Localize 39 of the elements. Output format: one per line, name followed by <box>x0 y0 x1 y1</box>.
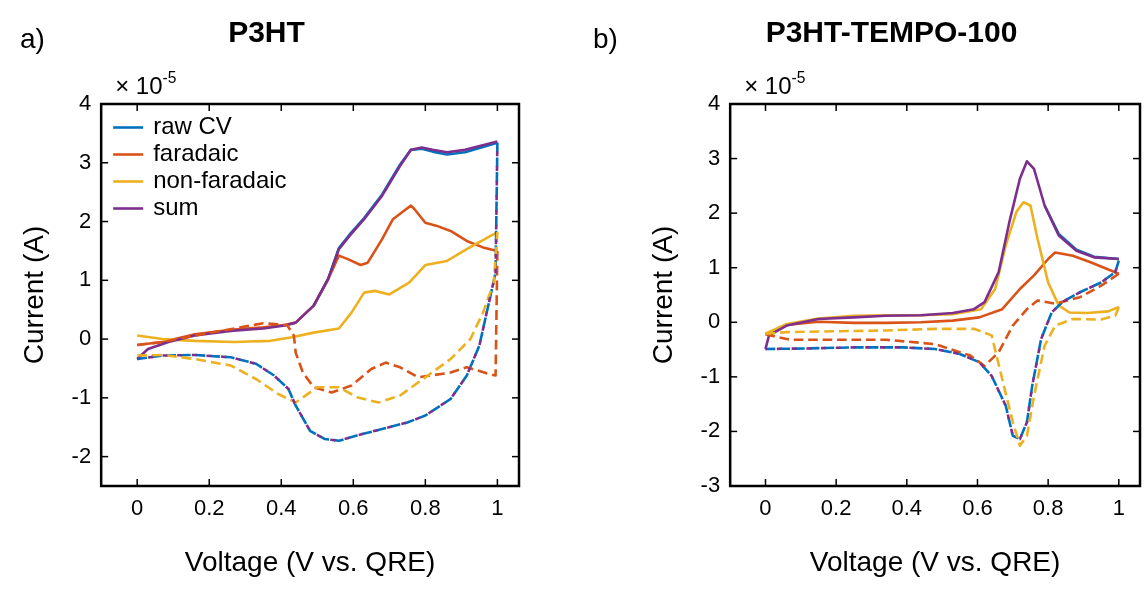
legend-label: faradaic <box>153 139 239 167</box>
y-tick-label: -2 <box>71 442 92 468</box>
x-tick-label: 0.8 <box>410 495 441 521</box>
y-tick-label: 3 <box>707 144 721 170</box>
y-tick-label: 1 <box>78 266 92 292</box>
x-tick-label: 0 <box>759 495 772 521</box>
x-tick-label: 0.6 <box>962 495 993 521</box>
x-tick-label: 0.2 <box>193 495 225 521</box>
y-tick-label: 2 <box>78 207 92 233</box>
y-tick-label: -1 <box>71 383 92 409</box>
y-tick-label: 2 <box>707 199 721 225</box>
y-tick-label: 3 <box>78 148 92 174</box>
y-tick-label: 4 <box>707 90 721 116</box>
legend-label: raw CV <box>153 112 232 140</box>
x-tick-label: 0.8 <box>1032 495 1064 521</box>
y-tick-label: -3 <box>700 472 721 498</box>
legend-label: non-faradaic <box>153 166 287 194</box>
x-tick-label: 0 <box>131 495 144 521</box>
text: a) <box>20 23 45 54</box>
x-tick-label: 0.2 <box>820 495 852 521</box>
y-tick-label: -1 <box>700 362 721 388</box>
legend-label: sum <box>153 193 199 221</box>
text: b) <box>593 23 618 54</box>
x-axis-title: Voltage (V vs. QRE) <box>809 545 1061 577</box>
y-tick-label: 0 <box>707 308 721 334</box>
x-tick-label: 0.4 <box>265 495 297 521</box>
y-axis-title: Current (A) <box>646 225 678 365</box>
y-tick-label: 4 <box>78 90 92 116</box>
x-tick-label: 0.4 <box>891 495 923 521</box>
x-tick-label: 1 <box>491 495 504 521</box>
chart-title: P3HT <box>228 15 305 49</box>
x-axis-title: Voltage (V vs. QRE) <box>184 545 436 577</box>
x-tick-label: 0.6 <box>338 495 369 521</box>
y-axis-title: Current (A) <box>17 225 49 365</box>
chart-title: P3HT-TEMPO-100 <box>765 15 1018 49</box>
y-tick-label: -2 <box>700 417 721 443</box>
y-tick-label: 0 <box>78 325 92 351</box>
x-tick-label: 1 <box>1112 495 1125 521</box>
y-tick-label: 1 <box>707 253 721 279</box>
